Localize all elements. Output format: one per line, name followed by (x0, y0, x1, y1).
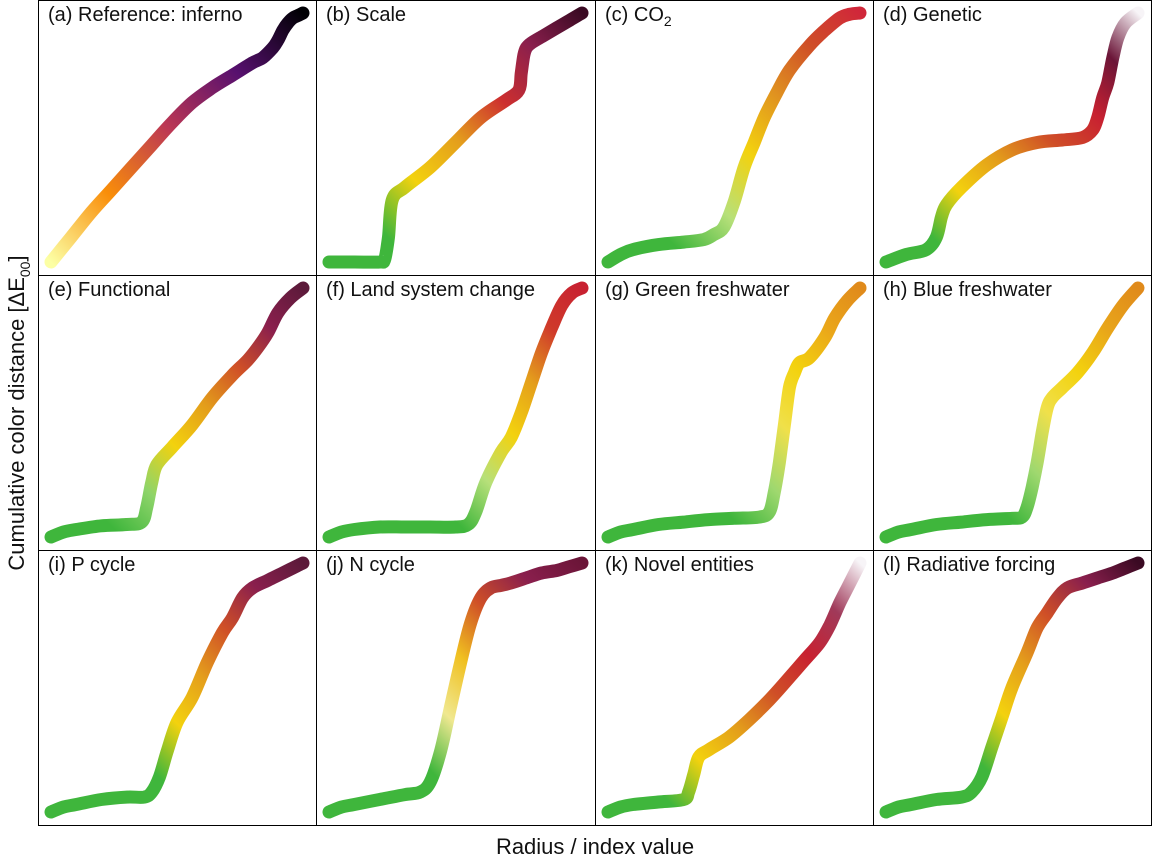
panel-label: (e) Functional (48, 279, 170, 301)
panel-label: (g) Green freshwater (605, 279, 790, 301)
panel-frame (873, 0, 1152, 276)
panel-label: (c) CO2 (605, 4, 672, 29)
panel-k: (k) Novel entities (595, 550, 874, 826)
color-distance-curve (601, 6, 867, 269)
panel-i: (i) P cycle (38, 550, 317, 826)
panel-g: (g) Green freshwater (595, 275, 874, 551)
panel-e: (e) Functional (38, 275, 317, 551)
panel-d: (d) Genetic (873, 0, 1152, 276)
panel-b: (b) Scale (316, 0, 596, 276)
panel-frame (38, 550, 317, 826)
y-axis-title: Cumulative color distance [ΔE00] (4, 255, 33, 570)
color-distance-curve (44, 281, 310, 544)
panel-frame (595, 550, 874, 826)
panel-a: (a) Reference: inferno (38, 0, 317, 276)
color-distance-curve (879, 6, 1145, 269)
panel-h: (h) Blue freshwater (873, 275, 1152, 551)
panel-frame (595, 0, 874, 276)
panel-label: (b) Scale (326, 4, 406, 26)
panel-label: (h) Blue freshwater (883, 279, 1052, 301)
panel-label: (k) Novel entities (605, 554, 754, 576)
panel-label: (i) P cycle (48, 554, 135, 576)
color-distance-curve (601, 556, 867, 819)
color-distance-curve (322, 281, 589, 544)
color-distance-curve (44, 6, 310, 269)
panel-c: (c) CO2 (595, 0, 874, 276)
panel-label: (j) N cycle (326, 554, 415, 576)
panel-label: (d) Genetic (883, 4, 982, 26)
color-distance-curve (879, 556, 1145, 819)
panel-label: (a) Reference: inferno (48, 4, 243, 26)
color-distance-curve (322, 556, 589, 819)
panel-f: (f) Land system change (316, 275, 596, 551)
color-distance-curve (322, 6, 589, 269)
panel-j: (j) N cycle (316, 550, 596, 826)
color-distance-curve (44, 556, 310, 819)
panel-label: (f) Land system change (326, 279, 535, 301)
panel-grid: (a) Reference: inferno (b) Scale (c) CO2 (d… (38, 0, 1152, 826)
panel-label: (l) Radiative forcing (883, 554, 1055, 576)
color-distance-curve (879, 281, 1145, 544)
color-distance-curve (601, 281, 867, 544)
panel-l: (l) Radiative forcing (873, 550, 1152, 826)
x-axis-title: Radius / index value (496, 834, 694, 859)
